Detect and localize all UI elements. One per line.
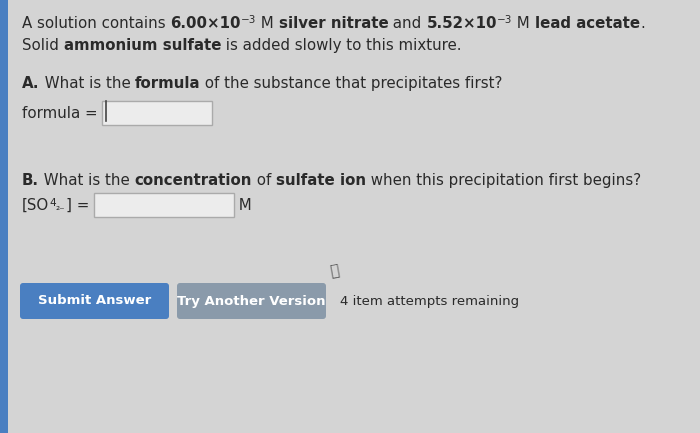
Text: A solution contains: A solution contains [22,16,170,31]
Text: Submit Answer: Submit Answer [38,294,151,307]
Text: silver nitrate: silver nitrate [279,16,389,31]
Text: ] =: ] = [66,198,94,213]
Text: A.: A. [22,76,39,91]
FancyBboxPatch shape [102,101,212,125]
Text: sulfate ion: sulfate ion [276,173,366,188]
FancyBboxPatch shape [94,193,234,217]
Text: of the substance that precipitates first?: of the substance that precipitates first… [200,76,503,91]
FancyBboxPatch shape [0,0,8,433]
FancyBboxPatch shape [177,283,326,319]
Text: 4 item attempts remaining: 4 item attempts remaining [340,294,519,307]
Text: lead acetate: lead acetate [535,16,640,31]
Text: 5.52×10: 5.52×10 [426,16,497,31]
Text: Solid: Solid [22,38,64,53]
Text: and: and [389,16,426,31]
Text: What is the: What is the [39,76,135,91]
Text: formula: formula [135,76,200,91]
Text: 6.00×10: 6.00×10 [170,16,241,31]
Text: −3: −3 [241,15,256,25]
Text: ⮤: ⮤ [329,263,341,279]
Text: B.: B. [22,173,39,188]
Text: Try Another Version: Try Another Version [177,294,326,307]
Text: ²⁻: ²⁻ [56,206,66,216]
Text: formula =: formula = [22,106,102,121]
Text: M: M [512,16,535,31]
Text: M: M [256,16,279,31]
Text: [SO: [SO [22,198,49,213]
Text: M: M [234,198,251,213]
Text: ammonium sulfate: ammonium sulfate [64,38,221,53]
Text: of: of [252,173,276,188]
Text: is added slowly to this mixture.: is added slowly to this mixture. [221,38,461,53]
Text: when this precipitation first begins?: when this precipitation first begins? [366,173,641,188]
Text: What is the: What is the [39,173,134,188]
Text: .: . [640,16,645,31]
FancyBboxPatch shape [20,283,169,319]
Text: 4: 4 [49,198,56,208]
Text: −3: −3 [497,15,512,25]
Text: concentration: concentration [134,173,252,188]
